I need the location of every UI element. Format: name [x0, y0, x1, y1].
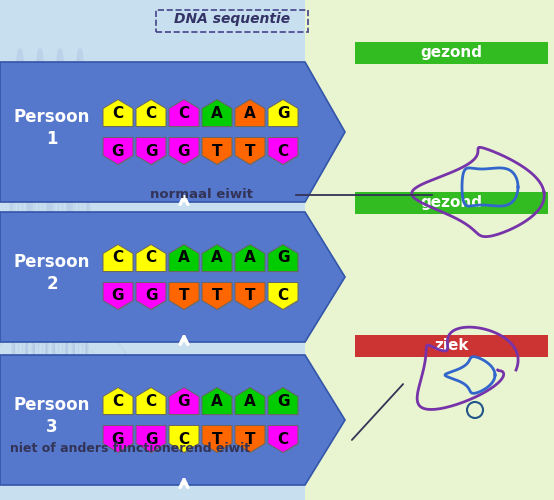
Polygon shape: [103, 426, 133, 452]
Text: A: A: [178, 250, 190, 266]
Text: A: A: [211, 394, 223, 408]
Text: G: G: [277, 250, 289, 266]
Text: Persoon
1: Persoon 1: [14, 108, 90, 148]
Polygon shape: [269, 100, 299, 128]
Polygon shape: [203, 388, 233, 415]
Polygon shape: [235, 244, 265, 272]
Polygon shape: [136, 282, 166, 310]
Polygon shape: [169, 138, 199, 164]
Polygon shape: [269, 138, 299, 166]
Polygon shape: [236, 388, 266, 415]
Text: A: A: [211, 250, 223, 266]
Text: G: G: [277, 394, 289, 408]
Text: C: C: [112, 106, 124, 120]
Text: T: T: [245, 144, 255, 158]
Text: Persoon
2: Persoon 2: [14, 253, 90, 293]
Polygon shape: [137, 100, 167, 128]
Polygon shape: [202, 244, 232, 272]
Polygon shape: [235, 282, 265, 310]
Polygon shape: [103, 138, 133, 164]
Polygon shape: [236, 426, 266, 454]
Polygon shape: [169, 244, 199, 272]
Text: G: G: [277, 106, 289, 120]
Polygon shape: [235, 426, 265, 452]
Polygon shape: [137, 138, 167, 166]
Text: C: C: [278, 432, 289, 446]
Polygon shape: [203, 246, 233, 272]
Text: C: C: [278, 144, 289, 158]
Polygon shape: [169, 388, 199, 414]
Polygon shape: [170, 138, 200, 166]
Text: DNA sequentie: DNA sequentie: [174, 12, 290, 26]
Text: C: C: [178, 106, 189, 120]
Polygon shape: [202, 388, 232, 414]
Text: Persoon
3: Persoon 3: [14, 396, 90, 436]
Polygon shape: [169, 426, 199, 452]
Polygon shape: [169, 282, 199, 310]
Polygon shape: [236, 284, 266, 310]
Text: G: G: [112, 288, 124, 304]
Text: G: G: [145, 432, 157, 446]
Text: C: C: [112, 250, 124, 266]
Text: T: T: [179, 288, 189, 304]
Polygon shape: [268, 388, 298, 414]
Text: niet of anders functionerend eiwit: niet of anders functionerend eiwit: [10, 442, 250, 454]
FancyBboxPatch shape: [355, 335, 548, 357]
Text: T: T: [212, 432, 222, 446]
Text: G: G: [112, 432, 124, 446]
Polygon shape: [136, 426, 166, 452]
Polygon shape: [203, 426, 233, 454]
Polygon shape: [236, 100, 266, 128]
Polygon shape: [203, 138, 233, 166]
Text: T: T: [212, 288, 222, 304]
Polygon shape: [103, 100, 133, 126]
Text: C: C: [146, 394, 157, 408]
Text: A: A: [244, 106, 256, 120]
Text: G: G: [112, 144, 124, 158]
Text: ziek: ziek: [434, 338, 469, 353]
Polygon shape: [203, 100, 233, 128]
Text: C: C: [146, 250, 157, 266]
FancyBboxPatch shape: [355, 42, 548, 64]
Polygon shape: [137, 284, 167, 310]
Text: G: G: [178, 394, 190, 408]
Polygon shape: [269, 388, 299, 415]
Polygon shape: [268, 138, 298, 164]
Text: T: T: [212, 144, 222, 158]
Polygon shape: [203, 284, 233, 310]
Polygon shape: [136, 100, 166, 126]
Polygon shape: [269, 426, 299, 454]
Polygon shape: [268, 282, 298, 310]
Polygon shape: [104, 388, 134, 415]
Polygon shape: [0, 355, 345, 485]
Polygon shape: [268, 100, 298, 126]
Polygon shape: [202, 426, 232, 452]
Polygon shape: [235, 388, 265, 414]
Polygon shape: [104, 284, 134, 310]
Polygon shape: [103, 244, 133, 272]
Polygon shape: [0, 62, 345, 202]
Text: G: G: [145, 144, 157, 158]
Polygon shape: [202, 282, 232, 310]
Text: C: C: [146, 106, 157, 120]
Text: A: A: [244, 394, 256, 408]
Polygon shape: [170, 246, 200, 272]
Text: G: G: [145, 288, 157, 304]
Polygon shape: [170, 284, 200, 310]
Text: G: G: [178, 144, 190, 158]
Text: T: T: [245, 288, 255, 304]
Polygon shape: [104, 246, 134, 272]
Polygon shape: [103, 388, 133, 414]
Text: A: A: [244, 250, 256, 266]
Polygon shape: [235, 138, 265, 164]
Polygon shape: [104, 100, 134, 128]
Polygon shape: [170, 426, 200, 454]
Text: A: A: [211, 106, 223, 120]
Polygon shape: [104, 138, 134, 166]
Polygon shape: [136, 138, 166, 164]
Text: C: C: [178, 432, 189, 446]
Polygon shape: [235, 100, 265, 126]
Polygon shape: [268, 244, 298, 272]
Polygon shape: [136, 244, 166, 272]
